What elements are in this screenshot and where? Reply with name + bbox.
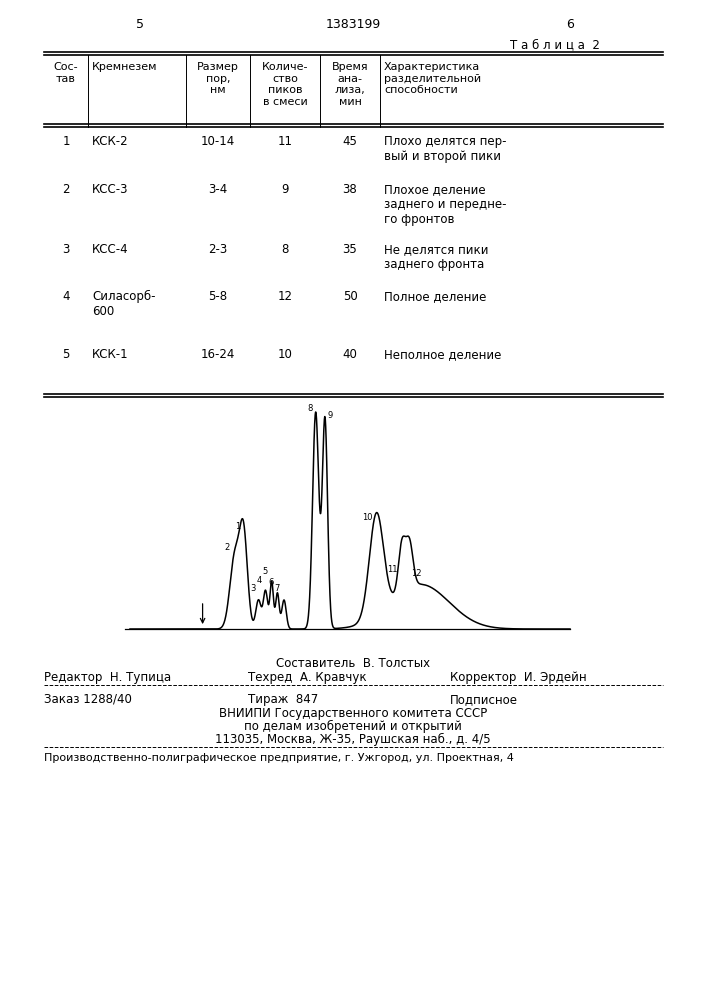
Text: 9: 9: [281, 183, 288, 196]
Text: КСС-4: КСС-4: [92, 243, 129, 256]
Text: 3: 3: [62, 243, 70, 256]
Text: 11: 11: [278, 135, 293, 148]
Text: 38: 38: [343, 183, 357, 196]
Text: Составитель  В. Толстых: Составитель В. Толстых: [276, 657, 430, 670]
Text: Редактор  Н. Тупица: Редактор Н. Тупица: [44, 671, 171, 684]
Text: 6: 6: [566, 18, 574, 31]
Text: Корректор  И. Эрдейн: Корректор И. Эрдейн: [450, 671, 587, 684]
Text: 8: 8: [308, 404, 312, 413]
Text: 11: 11: [387, 565, 398, 574]
Text: Сос-
тав: Сос- тав: [54, 62, 78, 84]
Text: 3: 3: [250, 584, 255, 593]
Text: 45: 45: [343, 135, 358, 148]
Text: 5: 5: [62, 348, 70, 361]
Text: Количе-
ство
пиков
в смеси: Количе- ство пиков в смеси: [262, 62, 308, 107]
Text: Заказ 1288/40: Заказ 1288/40: [44, 693, 132, 706]
Text: Кремнезем: Кремнезем: [92, 62, 158, 72]
Text: 35: 35: [343, 243, 357, 256]
Text: 40: 40: [343, 348, 358, 361]
Text: по делам изобретений и открытий: по делам изобретений и открытий: [244, 720, 462, 733]
Text: Плохое деление
заднего и передне-
го фронтов: Плохое деление заднего и передне- го фро…: [384, 183, 506, 226]
Text: КСК-2: КСК-2: [92, 135, 129, 148]
Text: Плохо делятся пер-
вый и второй пики: Плохо делятся пер- вый и второй пики: [384, 135, 506, 163]
Text: КСС-3: КСС-3: [92, 183, 129, 196]
Text: 3-4: 3-4: [209, 183, 228, 196]
Text: Полное деление: Полное деление: [384, 290, 486, 303]
Text: Время
ана-
лиза,
мин: Время ана- лиза, мин: [332, 62, 368, 107]
Text: 2-3: 2-3: [209, 243, 228, 256]
Text: КСК-1: КСК-1: [92, 348, 129, 361]
Text: Размер
пор,
нм: Размер пор, нм: [197, 62, 239, 95]
Text: 5: 5: [262, 567, 268, 576]
Text: 4: 4: [62, 290, 70, 303]
Text: Техред  А. Кравчук: Техред А. Кравчук: [248, 671, 367, 684]
Text: 5: 5: [136, 18, 144, 31]
Text: 5-8: 5-8: [209, 290, 228, 303]
Text: 1: 1: [62, 135, 70, 148]
Text: Тираж  847: Тираж 847: [248, 693, 318, 706]
Text: 16-24: 16-24: [201, 348, 235, 361]
Text: Характеристика
разделительной
способности: Характеристика разделительной способност…: [384, 62, 481, 95]
Text: 9: 9: [328, 411, 333, 420]
Text: 10: 10: [362, 513, 373, 522]
Text: Подписное: Подписное: [450, 693, 518, 706]
Text: Неполное деление: Неполное деление: [384, 348, 501, 361]
Text: 6: 6: [268, 578, 274, 587]
Text: Т а б л и ц а  2: Т а б л и ц а 2: [510, 38, 600, 51]
Text: 12: 12: [278, 290, 293, 303]
Text: 4: 4: [257, 576, 262, 585]
Text: ВНИИПИ Государственного комитета СССР: ВНИИПИ Государственного комитета СССР: [219, 707, 487, 720]
Text: 2: 2: [62, 183, 70, 196]
Text: 2: 2: [225, 543, 230, 552]
Text: 1: 1: [235, 522, 240, 531]
Text: 113035, Москва, Ж-35, Раушская наб., д. 4/5: 113035, Москва, Ж-35, Раушская наб., д. …: [215, 733, 491, 746]
Text: 7: 7: [275, 584, 280, 593]
Text: 10-14: 10-14: [201, 135, 235, 148]
Text: Не делятся пики
заднего фронта: Не делятся пики заднего фронта: [384, 243, 489, 271]
Text: 50: 50: [343, 290, 357, 303]
Text: 8: 8: [281, 243, 288, 256]
Text: Производственно-полиграфическое предприятие, г. Ужгород, ул. Проектная, 4: Производственно-полиграфическое предприя…: [44, 753, 514, 763]
Text: 1383199: 1383199: [325, 18, 380, 31]
Text: 12: 12: [411, 569, 422, 578]
Text: 10: 10: [278, 348, 293, 361]
Text: Силасорб-
600: Силасорб- 600: [92, 290, 156, 318]
